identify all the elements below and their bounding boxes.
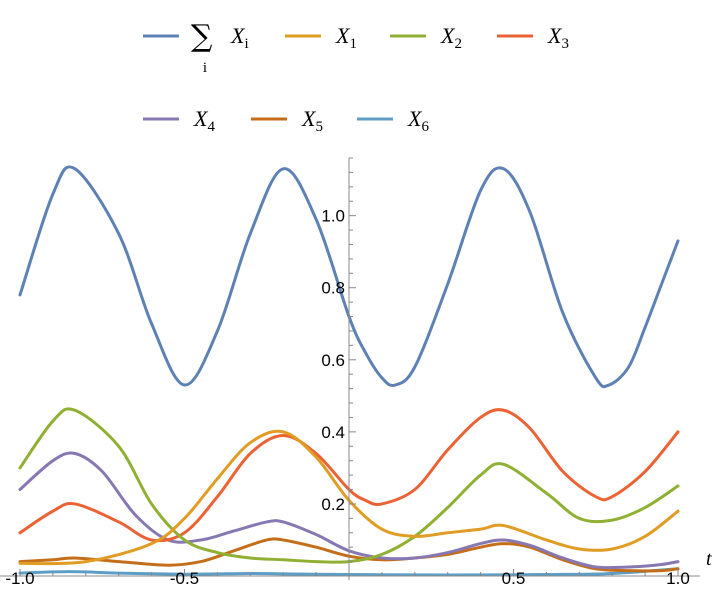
legend-item-4: X4 [143, 106, 215, 135]
series-line-3 [18, 408, 680, 543]
legend-label: X1 [335, 23, 357, 52]
legend-item-3: X3 [497, 23, 569, 52]
x-tick-label: -0.5 [170, 569, 199, 588]
legend: ∑ i Xi X1 X2 X3 X4 X5 X6 [143, 19, 569, 135]
series-line-1 [18, 429, 680, 566]
y-tick-label: 0.6 [321, 351, 345, 370]
y-tick-label: 0.2 [321, 495, 345, 514]
x-tick-label: 1.0 [666, 569, 690, 588]
legend-item-2: X2 [390, 23, 462, 52]
legend-label: X6 [407, 106, 429, 135]
legend-label: Xi [230, 23, 249, 52]
legend-sum-symbol: ∑ [191, 19, 213, 54]
series-line-sum [18, 165, 680, 389]
legend-label: X5 [301, 106, 323, 135]
axes: -1.0 -0.5 0.5 1.0 0.2 0.4 0.6 0.8 1.0 t [0, 157, 712, 588]
x-tick-label: -1.0 [5, 569, 34, 588]
series-layer [18, 165, 680, 577]
legend-label: X3 [547, 23, 569, 52]
legend-label: X2 [440, 23, 462, 52]
legend-item-sum: ∑ i Xi [143, 19, 249, 76]
x-axis-label: t [706, 548, 712, 570]
legend-item-6: X6 [357, 106, 429, 135]
legend-label: X4 [193, 106, 215, 135]
y-tick-label: 1.0 [321, 207, 345, 226]
x-tick-label: 0.5 [502, 569, 526, 588]
y-tick-label: 0.4 [321, 423, 345, 442]
legend-item-5: X5 [251, 106, 323, 135]
y-tick-label: 0.8 [321, 279, 345, 298]
legend-sum-index: i [203, 60, 207, 76]
legend-item-1: X1 [285, 23, 357, 52]
